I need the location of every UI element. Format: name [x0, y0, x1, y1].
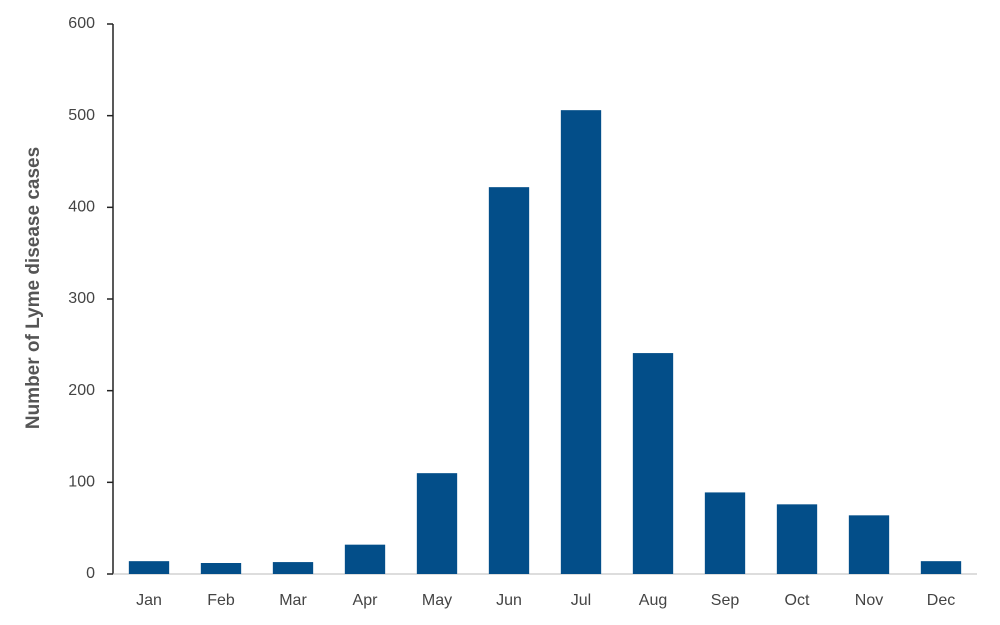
x-tick-label: Jul — [571, 592, 591, 609]
x-tick-label: Oct — [785, 592, 810, 609]
y-tick-label: 200 — [68, 382, 95, 399]
bar — [560, 110, 602, 575]
y-axis-title: Number of Lyme disease cases — [23, 147, 44, 429]
bar — [776, 504, 818, 574]
bar — [848, 515, 890, 574]
x-tick-label: Nov — [855, 592, 883, 609]
y-tick-label: 600 — [68, 15, 95, 32]
x-tick-label: Feb — [207, 592, 235, 609]
x-tick-label: May — [422, 592, 452, 609]
bar — [344, 544, 386, 574]
bar — [272, 562, 314, 574]
y-tick-label: 500 — [68, 107, 95, 124]
y-tick-label: 400 — [68, 199, 95, 216]
x-tick-label: Aug — [639, 592, 667, 609]
bar — [488, 187, 530, 574]
bar — [920, 561, 962, 574]
bar — [704, 492, 746, 574]
bar — [632, 353, 674, 574]
x-tick-label: Apr — [353, 592, 379, 609]
x-tick-label: Jun — [496, 592, 522, 609]
x-tick-label: Mar — [279, 592, 307, 609]
bar — [200, 563, 242, 574]
bar — [416, 473, 458, 574]
bar — [128, 561, 170, 574]
x-tick-label: Sep — [711, 592, 740, 609]
y-tick-label: 0 — [86, 565, 95, 582]
x-tick-label: Jan — [136, 592, 162, 609]
x-tick-label: Dec — [927, 592, 955, 609]
y-tick-label: 100 — [68, 474, 95, 491]
y-tick-label: 300 — [68, 290, 95, 307]
